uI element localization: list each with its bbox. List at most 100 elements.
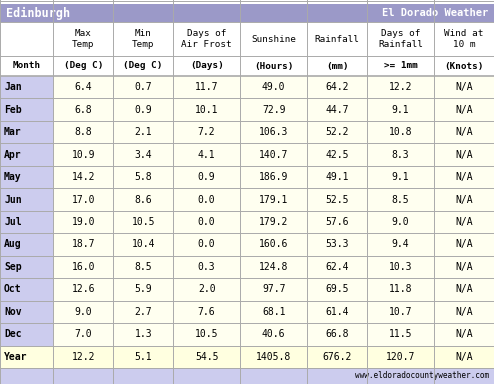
Bar: [240, 233, 307, 256]
Text: 1.3: 1.3: [134, 329, 152, 339]
Bar: [173, 211, 240, 233]
Text: (mm): (mm): [326, 61, 348, 71]
Bar: [307, 121, 367, 143]
Text: 10.5: 10.5: [131, 217, 155, 227]
Text: 62.4: 62.4: [326, 262, 349, 272]
Bar: [0, 4, 494, 22]
Text: Mar: Mar: [4, 127, 22, 137]
Text: 4.1: 4.1: [198, 150, 215, 160]
Bar: [307, 346, 367, 368]
Text: 186.9: 186.9: [259, 172, 288, 182]
Text: Sunshine: Sunshine: [251, 35, 296, 43]
Bar: [307, 98, 367, 121]
Text: 5.9: 5.9: [134, 285, 152, 295]
Bar: [307, 278, 367, 301]
Text: 7.2: 7.2: [198, 127, 215, 137]
Bar: [434, 346, 494, 368]
Text: N/A: N/A: [455, 307, 473, 317]
Bar: [113, 143, 173, 166]
Bar: [53, 256, 113, 278]
Text: Oct: Oct: [4, 285, 22, 295]
Bar: [367, 211, 434, 233]
Text: 124.8: 124.8: [259, 262, 288, 272]
Text: 40.6: 40.6: [262, 329, 286, 339]
Text: 120.7: 120.7: [386, 352, 415, 362]
Text: N/A: N/A: [455, 195, 473, 205]
Text: N/A: N/A: [455, 127, 473, 137]
Bar: [307, 188, 367, 211]
Bar: [113, 188, 173, 211]
Text: 0.7: 0.7: [134, 82, 152, 92]
Text: Days of
Rainfall: Days of Rainfall: [378, 29, 423, 49]
Bar: [367, 278, 434, 301]
Text: 3.4: 3.4: [134, 150, 152, 160]
Bar: [367, 301, 434, 323]
Bar: [53, 121, 113, 143]
Bar: [307, 256, 367, 278]
Bar: [0, 233, 53, 256]
Text: Jul: Jul: [4, 217, 22, 227]
Bar: [173, 346, 240, 368]
Bar: [434, 211, 494, 233]
Text: (Days): (Days): [190, 61, 223, 71]
Bar: [53, 143, 113, 166]
Bar: [0, 346, 53, 368]
Bar: [0, 256, 53, 278]
Bar: [367, 256, 434, 278]
Text: N/A: N/A: [455, 82, 473, 92]
Bar: [173, 188, 240, 211]
Bar: [240, 256, 307, 278]
Text: Max
Temp: Max Temp: [72, 29, 94, 49]
Bar: [307, 323, 367, 346]
Text: 16.0: 16.0: [72, 262, 95, 272]
Text: 0.0: 0.0: [198, 195, 215, 205]
Bar: [113, 346, 173, 368]
Text: May: May: [4, 172, 22, 182]
Bar: [0, 76, 53, 98]
Bar: [367, 233, 434, 256]
Bar: [173, 233, 240, 256]
Text: 5.1: 5.1: [134, 352, 152, 362]
Text: N/A: N/A: [455, 105, 473, 115]
Bar: [307, 233, 367, 256]
Text: N/A: N/A: [455, 329, 473, 339]
Text: 1405.8: 1405.8: [256, 352, 291, 362]
Bar: [113, 323, 173, 346]
Text: 42.5: 42.5: [326, 150, 349, 160]
Bar: [113, 98, 173, 121]
Text: >= 1mm: >= 1mm: [384, 61, 417, 71]
Text: El Dorado Weather: El Dorado Weather: [382, 8, 488, 18]
Bar: [240, 211, 307, 233]
Bar: [173, 256, 240, 278]
Text: Dec: Dec: [4, 329, 22, 339]
Bar: [434, 143, 494, 166]
Text: 57.6: 57.6: [326, 217, 349, 227]
Text: 0.0: 0.0: [198, 217, 215, 227]
Bar: [0, 22, 494, 56]
Text: Rainfall: Rainfall: [315, 35, 360, 43]
Text: 0.9: 0.9: [134, 105, 152, 115]
Text: 676.2: 676.2: [323, 352, 352, 362]
Text: 97.7: 97.7: [262, 285, 286, 295]
Bar: [367, 346, 434, 368]
Text: www.eldoradocountyweather.com: www.eldoradocountyweather.com: [355, 371, 489, 381]
Bar: [307, 166, 367, 188]
Text: 72.9: 72.9: [262, 105, 286, 115]
Bar: [307, 143, 367, 166]
Bar: [434, 323, 494, 346]
Text: 9.1: 9.1: [392, 105, 410, 115]
Bar: [434, 233, 494, 256]
Bar: [367, 76, 434, 98]
Bar: [240, 143, 307, 166]
Bar: [173, 301, 240, 323]
Text: 140.7: 140.7: [259, 150, 288, 160]
Text: N/A: N/A: [455, 240, 473, 250]
Bar: [113, 278, 173, 301]
Text: 52.2: 52.2: [326, 127, 349, 137]
Bar: [434, 188, 494, 211]
Bar: [53, 346, 113, 368]
Text: N/A: N/A: [455, 262, 473, 272]
Text: 2.1: 2.1: [134, 127, 152, 137]
Bar: [113, 211, 173, 233]
Text: 9.1: 9.1: [392, 172, 410, 182]
